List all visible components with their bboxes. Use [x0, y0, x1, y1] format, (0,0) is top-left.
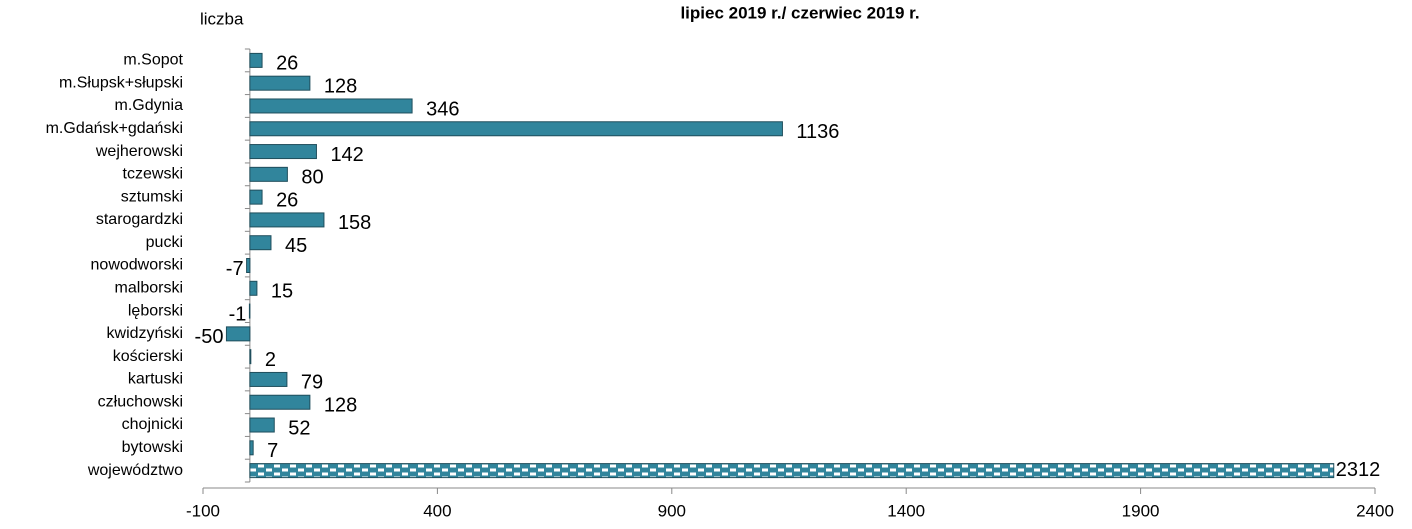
bar	[247, 259, 250, 273]
data-label: 2312	[1336, 459, 1381, 481]
axis-label: liczba	[200, 9, 244, 28]
data-label: 1136	[796, 121, 839, 143]
bar	[250, 53, 262, 67]
bar	[250, 281, 257, 295]
y-tick-label: sztumski	[121, 188, 183, 205]
bar	[250, 190, 262, 204]
data-label: 128	[324, 75, 357, 97]
y-tick-label: chojnicki	[122, 416, 183, 433]
y-tick-label: tczewski	[123, 166, 183, 183]
y-tick-label: pucki	[146, 234, 183, 251]
data-label: -50	[195, 326, 224, 348]
data-label: 52	[288, 417, 310, 439]
x-tick-label: -100	[186, 501, 220, 520]
bar	[250, 464, 1334, 478]
bar	[250, 122, 783, 136]
y-tick-label: starogardzki	[96, 211, 183, 228]
y-tick-label: wejherowski	[95, 143, 183, 160]
y-tick-label: województwo	[87, 462, 183, 479]
bar	[250, 418, 274, 432]
x-tick-label: 1400	[887, 501, 925, 520]
y-tick-label: m.Gdynia	[115, 97, 184, 114]
data-label: 7	[267, 440, 278, 462]
bar	[250, 213, 324, 227]
y-tick-label: nowodworski	[91, 257, 183, 274]
y-tick-label: lęborski	[128, 302, 183, 319]
y-tick-label: kartuski	[128, 371, 183, 388]
data-label: 158	[338, 212, 371, 234]
data-label: 128	[324, 395, 357, 417]
data-label: 26	[276, 53, 298, 75]
y-tick-label: m.Słupsk+słupski	[59, 74, 183, 91]
data-label: 15	[271, 281, 293, 303]
data-label: 2	[265, 349, 276, 371]
y-tick-label: m.Gdańsk+gdański	[46, 120, 183, 137]
bar	[250, 395, 310, 409]
y-tick-label: malborski	[115, 280, 183, 297]
data-label: 346	[426, 98, 459, 120]
x-tick-label: 900	[658, 501, 686, 520]
data-label: -1	[229, 303, 247, 325]
x-tick-label: 400	[423, 501, 451, 520]
bar	[226, 327, 249, 341]
bar	[250, 167, 288, 181]
data-label: 26	[276, 189, 298, 211]
bar	[250, 145, 317, 159]
bar	[250, 76, 310, 90]
data-label: -7	[226, 258, 244, 280]
data-label: 45	[285, 235, 307, 257]
data-label: 142	[330, 144, 363, 166]
y-tick-label: człuchowski	[98, 393, 183, 410]
bar	[250, 441, 253, 455]
bar	[250, 99, 412, 113]
y-tick-label: m.Sopot	[123, 52, 183, 69]
data-label: 79	[301, 372, 323, 394]
data-label: 80	[301, 167, 323, 189]
bar	[250, 236, 271, 250]
chart-title: lipiec 2019 r./ czerwiec 2019 r.	[680, 3, 919, 22]
y-tick-label: bytowski	[122, 439, 183, 456]
x-tick-label: 1900	[1122, 501, 1160, 520]
y-tick-label: kościerski	[113, 348, 183, 365]
x-tick-label: 2400	[1356, 501, 1394, 520]
bar	[250, 350, 251, 364]
y-tick-label: kwidzyński	[107, 325, 183, 342]
bar	[250, 372, 287, 386]
